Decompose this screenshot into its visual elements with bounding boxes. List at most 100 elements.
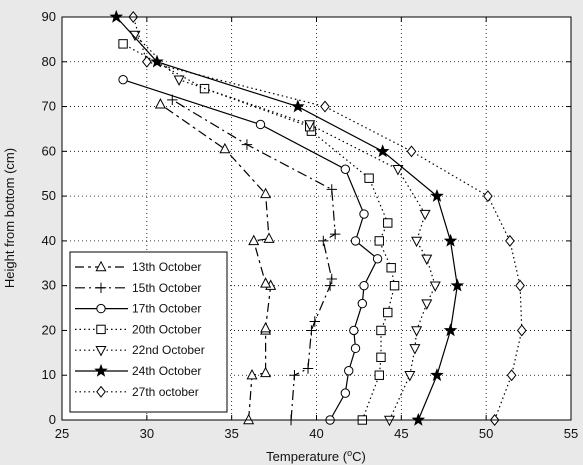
data-point	[505, 234, 515, 247]
data-point	[118, 74, 128, 85]
y-tick-label: 10	[42, 367, 56, 382]
data-point	[364, 173, 374, 183]
data-point	[350, 343, 361, 354]
data-point	[309, 316, 321, 327]
series-6	[109, 9, 465, 426]
data-point	[350, 236, 361, 246]
legend-marker	[95, 282, 107, 293]
y-tick-label: 60	[42, 143, 56, 158]
x-axis-label: Temperature (oC)	[266, 448, 366, 464]
data-point	[406, 145, 417, 158]
data-point	[150, 54, 164, 68]
data-point	[515, 279, 525, 292]
data-point	[430, 368, 444, 381]
data-point	[263, 232, 275, 243]
data-point	[349, 325, 359, 336]
series-layer	[109, 9, 527, 427]
data-point	[419, 209, 431, 221]
x-tick-label: 45	[394, 426, 408, 441]
data-point	[246, 368, 258, 380]
data-point	[411, 236, 423, 248]
data-point	[421, 299, 433, 310]
data-point	[306, 325, 317, 336]
data-point	[411, 326, 423, 337]
data-point	[359, 280, 369, 291]
data-point	[389, 280, 400, 291]
data-point	[411, 412, 426, 426]
x-tick-label: 40	[309, 426, 323, 441]
data-point	[304, 120, 316, 131]
y-tick-label: 70	[42, 99, 56, 114]
data-point	[421, 254, 433, 266]
data-point	[344, 366, 354, 376]
data-point	[248, 234, 260, 246]
series-5	[129, 30, 441, 427]
data-point	[386, 263, 396, 273]
data-point	[516, 324, 527, 337]
y-tick-label: 50	[42, 188, 56, 203]
legend-box	[69, 251, 228, 413]
data-point	[154, 98, 166, 109]
data-point	[289, 370, 300, 381]
data-point	[219, 142, 231, 154]
data-point	[340, 164, 351, 174]
data-point	[409, 344, 421, 355]
data-point	[291, 99, 305, 113]
legend-label: 27th october	[132, 385, 199, 399]
data-point	[392, 165, 404, 176]
data-point	[383, 415, 395, 427]
data-point	[260, 277, 272, 288]
legend: 13th October 15th October 17th October 20th…	[69, 251, 228, 413]
data-point	[241, 139, 253, 150]
legend-label: 22nd October	[132, 343, 205, 357]
x-tick-label: 55	[564, 426, 578, 441]
y-tick-label: 0	[49, 412, 56, 427]
series-7	[128, 11, 527, 426]
data-point	[443, 323, 458, 337]
data-point	[443, 233, 458, 247]
data-point	[173, 75, 185, 86]
y-axis-label: Height from bottom (cm)	[2, 148, 17, 288]
data-point	[376, 352, 386, 363]
data-point	[320, 100, 330, 113]
data-point	[243, 413, 255, 425]
data-point	[450, 278, 465, 292]
legend-marker	[94, 363, 108, 377]
series-line	[160, 103, 272, 421]
data-point	[326, 184, 337, 195]
data-point	[109, 9, 124, 23]
series-line	[115, 16, 458, 421]
data-point	[376, 325, 386, 336]
y-tick-label: 90	[42, 9, 56, 24]
y-tick-label: 30	[42, 278, 56, 293]
x-tick-label: 30	[140, 426, 154, 441]
data-point	[374, 236, 384, 246]
data-point	[260, 321, 272, 333]
series-line	[171, 99, 336, 421]
data-point	[383, 307, 393, 318]
x-tick-label: 35	[224, 426, 238, 441]
data-point	[118, 39, 128, 49]
data-point	[329, 228, 341, 240]
legend-label: 15th October	[132, 281, 201, 295]
legend-marker	[96, 324, 106, 335]
data-point	[357, 298, 368, 309]
data-point	[324, 280, 336, 291]
data-point	[260, 366, 272, 378]
data-point	[359, 209, 369, 219]
legend-label: 20th October	[132, 322, 201, 336]
legend-marker	[95, 260, 107, 272]
data-point	[506, 369, 517, 382]
y-tick-label: 80	[42, 54, 56, 69]
data-point	[255, 119, 266, 130]
data-point	[375, 144, 390, 158]
data-point	[318, 235, 329, 247]
data-point	[141, 55, 152, 68]
data-point	[326, 273, 337, 285]
y-tick-label: 20	[42, 322, 56, 337]
data-point	[340, 388, 351, 398]
data-point	[260, 187, 272, 199]
data-point	[483, 190, 493, 203]
legend-marker	[96, 303, 106, 314]
